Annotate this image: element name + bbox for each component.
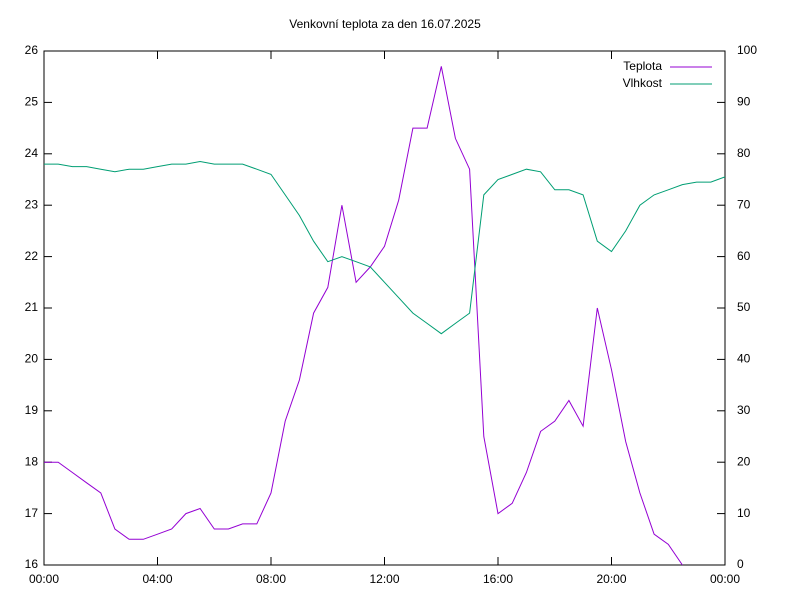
- x-tick-label: 00:00: [29, 572, 59, 586]
- y-tick-label: 20: [25, 352, 39, 366]
- y2-tick-label: 10: [737, 506, 751, 520]
- x-tick-label: 16:00: [483, 572, 513, 586]
- y2-tick-label: 80: [737, 146, 751, 160]
- legend-label: Teplota: [623, 59, 662, 73]
- x-tick-label: 12:00: [369, 572, 399, 586]
- y-tick-label: 17: [25, 506, 39, 520]
- y2-tick-label: 100: [737, 43, 757, 57]
- legend-label: Vlhkost: [623, 76, 663, 90]
- x-tick-label: 20:00: [596, 572, 626, 586]
- y2-tick-label: 20: [737, 454, 751, 468]
- y2-tick-label: 50: [737, 300, 751, 314]
- y-tick-label: 24: [25, 146, 39, 160]
- y-tick-label: 25: [25, 95, 39, 109]
- series-line: [44, 66, 683, 566]
- plot-border: [43, 50, 726, 566]
- y2-tick-label: 60: [737, 249, 751, 263]
- x-tick-label: 08:00: [256, 572, 286, 586]
- y-tick-label: 26: [25, 43, 39, 57]
- y-tick-label: 16: [25, 557, 39, 571]
- y-tick-label: 21: [25, 300, 39, 314]
- y2-tick-label: 0: [737, 557, 744, 571]
- y2-tick-label: 30: [737, 403, 751, 417]
- y2-tick-label: 70: [737, 197, 751, 211]
- x-tick-label: 00:00: [710, 572, 740, 586]
- y-tick-label: 22: [25, 249, 39, 263]
- chart-title: Venkovní teplota za den 16.07.2025: [289, 17, 481, 31]
- y2-tick-label: 40: [737, 352, 751, 366]
- x-tick-label: 04:00: [142, 572, 172, 586]
- y2-tick-label: 90: [737, 95, 751, 109]
- y-tick-label: 23: [25, 197, 39, 211]
- series-line: [44, 160, 726, 335]
- y-tick-label: 18: [25, 454, 39, 468]
- y-tick-label: 19: [25, 403, 39, 417]
